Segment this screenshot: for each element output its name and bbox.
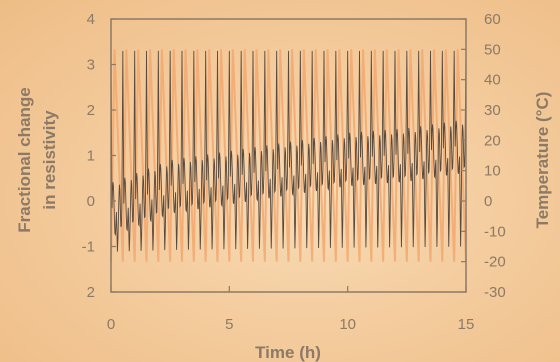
x-tick-label: 5 (225, 316, 233, 333)
x-tick-label: 0 (107, 316, 115, 333)
y-left-tick-label: 4 (87, 11, 95, 28)
y-axis-left-label-line2: in resistivity (40, 110, 59, 210)
y-right-tick-label: -20 (484, 254, 506, 271)
y-left-tick-label: 2 (87, 284, 95, 301)
x-tick-label: 10 (339, 316, 356, 333)
y-right-tick-label: 40 (484, 72, 501, 89)
series-layer (110, 49, 467, 262)
temperature-series-line (110, 49, 467, 262)
y-left-tick-label: 2 (87, 102, 95, 119)
y-right-tick-label: 20 (484, 132, 501, 149)
y-right-tick-label: -10 (484, 223, 506, 240)
y-left-tick-label: 1 (87, 148, 95, 165)
y-right-tick-label: 30 (484, 102, 501, 119)
y-left-tick-label: -1 (82, 239, 95, 256)
y-right-tick-label: 50 (484, 41, 501, 58)
y-left-tick-label: 3 (87, 57, 95, 74)
y-left-tick-label: 0 (87, 193, 95, 210)
y-right-tick-label: 0 (484, 193, 492, 210)
y-right-tick-label: 10 (484, 163, 501, 180)
y-right-tick-label: -30 (484, 284, 506, 301)
resistivity-series-line (110, 50, 467, 252)
x-axis-label: Time (h) (255, 343, 321, 362)
y-axis-left-label-line1: Fractional change (15, 87, 34, 232)
y-right-tick-label: 60 (484, 11, 501, 28)
y-axis-right-label: Temperature (°C) (533, 92, 552, 229)
x-tick-label: 15 (458, 316, 475, 333)
